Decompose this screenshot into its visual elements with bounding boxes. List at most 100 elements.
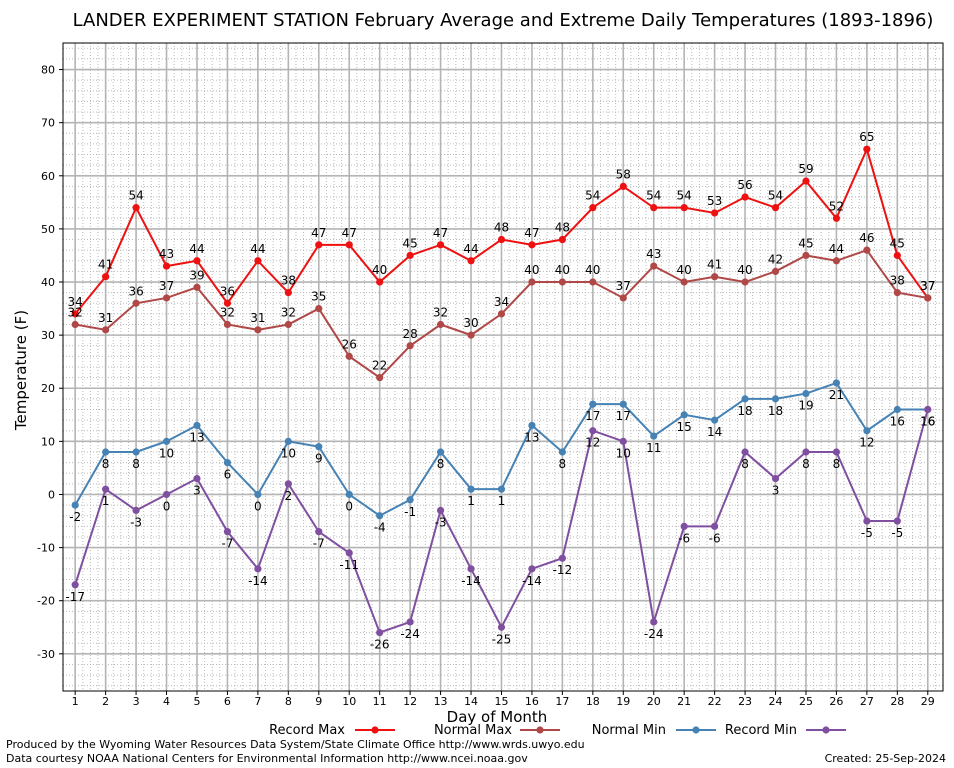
normal-min-point — [345, 490, 353, 499]
normal-min-data-label: -4 — [374, 521, 386, 535]
record-max-data-label: 54 — [768, 189, 783, 203]
record-max-point — [650, 204, 658, 212]
record-max-point — [376, 278, 384, 286]
record-min-data-label: 8 — [802, 457, 810, 471]
y-tick-label: 20 — [41, 382, 55, 395]
normal-min-point — [832, 379, 841, 387]
record-min-data-label: -17 — [65, 590, 85, 604]
normal-max-data-label: 40 — [524, 263, 539, 277]
normal-max-data-label: 40 — [737, 263, 752, 277]
normal-min-data-label: 21 — [829, 388, 844, 402]
record-min-point — [345, 549, 353, 557]
normal-max-point — [893, 289, 901, 297]
normal-max-point — [589, 278, 597, 286]
normal-max-point — [711, 273, 719, 281]
normal-max-data-label: 32 — [281, 306, 296, 320]
record-min-point — [711, 522, 719, 530]
record-max-data-label: 47 — [524, 226, 539, 240]
x-axis-label: Day of Month — [447, 708, 548, 726]
record-max-data-label: 38 — [281, 274, 296, 288]
normal-min-point — [558, 448, 566, 456]
record-min-point — [802, 448, 810, 456]
normal-max-data-label: 37 — [920, 279, 935, 293]
normal-max-data-label: 30 — [463, 316, 478, 330]
normal-max-data-label: 40 — [555, 263, 570, 277]
record-min-point — [193, 474, 201, 483]
normal-min-data-label: 6 — [224, 468, 232, 482]
record-max-data-label: 48 — [494, 221, 509, 235]
record-min-point — [436, 506, 445, 515]
record-max-point — [771, 204, 780, 212]
normal-min-data-label: 18 — [768, 404, 783, 418]
record-max-data-label: 56 — [737, 178, 752, 192]
record-min-point — [162, 490, 171, 499]
record-min-data-label: -7 — [313, 537, 325, 551]
x-tick-label: 26 — [829, 695, 843, 708]
record-max-data-label: 54 — [646, 189, 661, 203]
record-max-data-label: 59 — [798, 162, 813, 176]
record-min-point — [832, 448, 841, 456]
normal-min-point — [132, 448, 140, 456]
legend-marker-record-min — [822, 726, 830, 734]
record-max-data-label: 41 — [98, 258, 113, 272]
normal-max-point — [406, 342, 414, 350]
normal-min-point — [680, 411, 688, 419]
normal-min-data-label: 0 — [254, 499, 262, 513]
normal-max-point — [376, 374, 384, 382]
normal-max-point — [528, 278, 536, 286]
normal-min-point — [711, 416, 719, 424]
normal-max-data-label: 43 — [646, 247, 661, 261]
record-min-data-label: 8 — [741, 457, 749, 471]
record-min-point — [863, 517, 871, 525]
record-max-data-label: 44 — [189, 242, 204, 256]
x-tick-label: 29 — [921, 695, 935, 708]
y-tick-label: 60 — [41, 170, 55, 183]
normal-min-data-label: 10 — [159, 446, 174, 460]
normal-max-data-label: 28 — [402, 327, 417, 341]
x-tick-label: 8 — [285, 695, 292, 708]
x-tick-label: 12 — [403, 695, 417, 708]
record-max-data-label: 36 — [220, 284, 235, 298]
normal-min-point — [619, 400, 627, 408]
x-tick-label: 1 — [72, 695, 79, 708]
normal-min-data-label: 14 — [707, 425, 722, 439]
record-max-point — [497, 235, 506, 244]
y-tick-label: 80 — [41, 64, 55, 77]
series-record-min: -171-303-7-142-7-11-26-24-3-14-25-14-121… — [65, 405, 935, 652]
record-min-data-label: -6 — [709, 531, 721, 545]
record-max-point — [680, 204, 688, 212]
normal-max-data-label: 31 — [250, 311, 265, 325]
normal-min-data-label: 12 — [859, 436, 874, 450]
normal-min-data-label: 9 — [315, 452, 323, 466]
record-max-point — [619, 182, 627, 191]
normal-min-point — [223, 459, 232, 467]
normal-min-point — [284, 437, 292, 445]
record-max-point — [589, 204, 597, 212]
record-min-data-label: -3 — [435, 515, 447, 529]
normal-min-data-label: 11 — [646, 441, 661, 455]
record-min-point — [71, 581, 79, 589]
record-min-point — [376, 628, 384, 637]
normal-max-point — [497, 310, 506, 318]
record-min-data-label: 3 — [193, 484, 201, 498]
y-tick-label: 50 — [41, 223, 55, 236]
record-max-point — [558, 235, 566, 244]
legend-label-normal-max: Normal Max — [434, 723, 512, 738]
record-max-point — [802, 177, 810, 185]
normal-max-data-label: 41 — [707, 258, 722, 272]
record-max-data-label: 34 — [68, 295, 83, 309]
record-max-point — [71, 310, 79, 318]
normal-min-point — [193, 421, 201, 430]
legend-label-normal-min: Normal Min — [592, 723, 666, 738]
normal-max-point — [162, 294, 171, 302]
record-min-data-label: 3 — [772, 484, 780, 498]
normal-min-point — [863, 427, 871, 435]
y-tick-label: 70 — [41, 117, 55, 130]
normal-min-data-label: 8 — [559, 457, 567, 471]
record-max-point — [863, 145, 871, 153]
y-tick-label: -30 — [37, 648, 55, 661]
normal-max-point — [467, 331, 475, 339]
x-tick-label: 27 — [860, 695, 874, 708]
record-min-data-label: 10 — [616, 446, 631, 460]
